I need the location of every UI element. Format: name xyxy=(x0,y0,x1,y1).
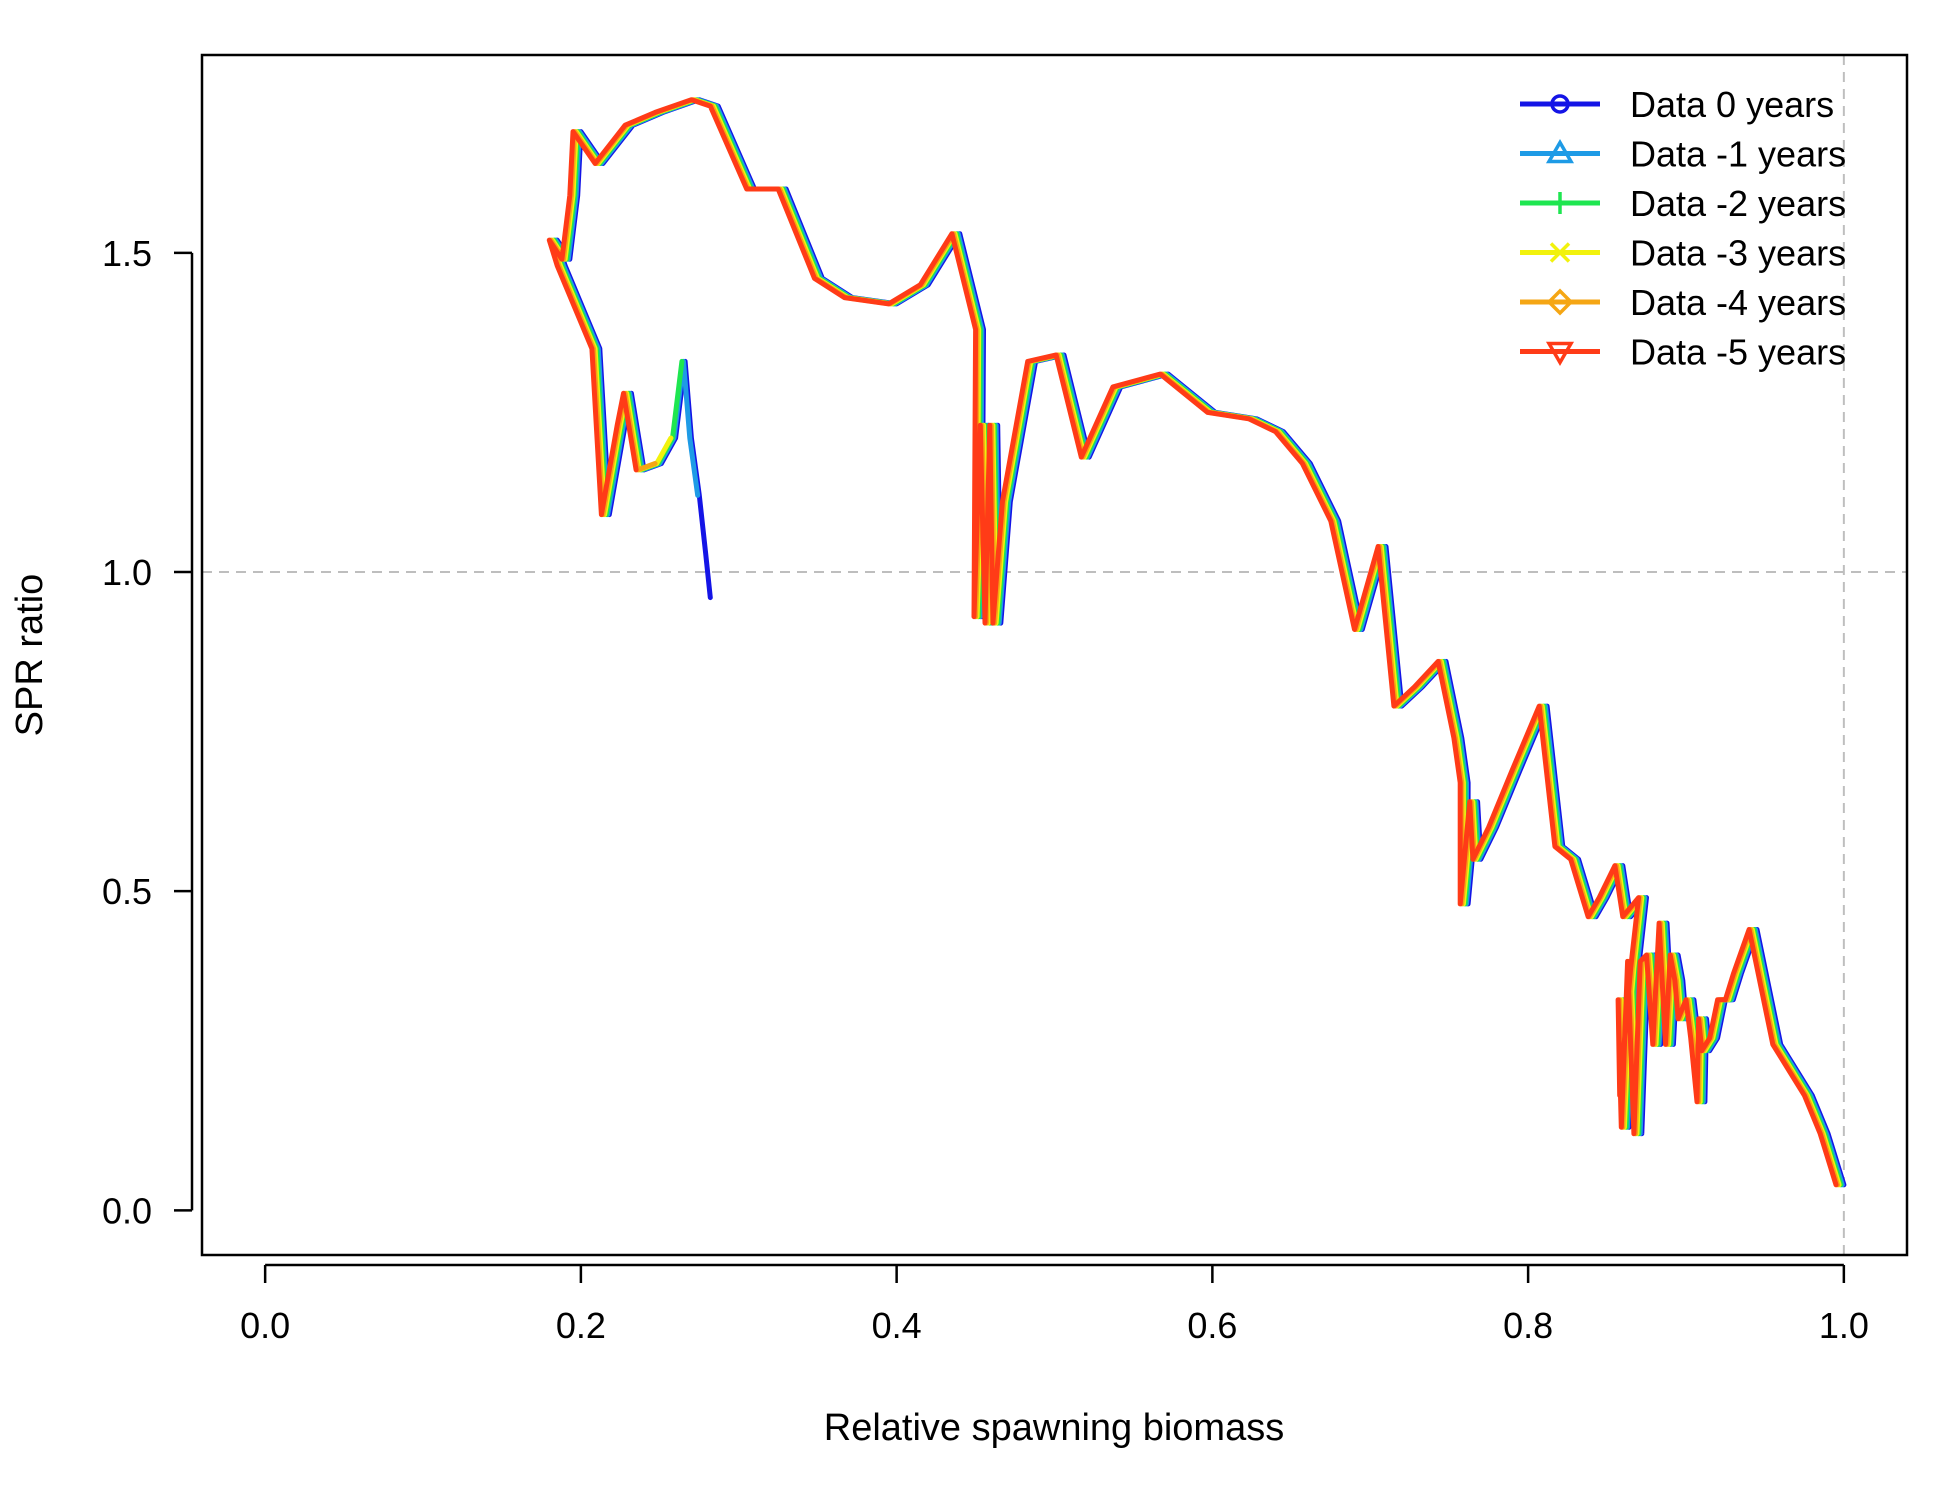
legend-entry: Data -3 years xyxy=(1520,233,1846,274)
legend-entry: Data 0 years xyxy=(1520,84,1834,125)
legend-label: Data -1 years xyxy=(1630,134,1846,175)
legend-label: Data -4 years xyxy=(1630,282,1846,323)
legend: Data 0 years Data -1 years Data -2 years Da… xyxy=(1520,84,1846,373)
y-tick-label: 0.5 xyxy=(102,871,152,912)
y-tick-label: 1.0 xyxy=(102,552,152,593)
x-tick-label: 0.6 xyxy=(1187,1305,1237,1346)
x-tick-label: 0.0 xyxy=(240,1305,290,1346)
x-tick-label: 0.4 xyxy=(872,1305,922,1346)
reference-lines xyxy=(202,55,1907,1255)
legend-entry: Data -4 years xyxy=(1520,282,1846,323)
legend-label: Data -2 years xyxy=(1630,183,1846,224)
legend-label: Data -5 years xyxy=(1630,332,1846,373)
legend-entry: Data -2 years xyxy=(1520,183,1846,224)
series-lines xyxy=(546,97,1847,1188)
x-tick-label: 1.0 xyxy=(1819,1305,1869,1346)
legend-label: Data -3 years xyxy=(1630,233,1846,274)
legend-marker-triangle-up xyxy=(1545,139,1575,164)
y-tick-label: 0.0 xyxy=(102,1190,152,1231)
legend-entry: Data -1 years xyxy=(1520,134,1846,175)
legend-marker-triangle-down xyxy=(1545,341,1575,366)
legend-marker-circle xyxy=(1550,94,1570,114)
plot-frame xyxy=(200,53,1909,1257)
y-tick-label: 1.5 xyxy=(102,233,152,274)
x-axis: 0.0 0.2 0.4 0.6 0.8 1.0 xyxy=(240,1263,1869,1346)
y-axis-label: SPR ratio xyxy=(9,574,51,737)
y-axis: 0.0 0.5 1.0 1.5 xyxy=(102,233,194,1231)
x-tick-label: 0.2 xyxy=(556,1305,606,1346)
series-line-5 xyxy=(546,97,1839,1188)
x-axis-label: Relative spawning biomass xyxy=(824,1407,1284,1449)
x-tick-label: 0.8 xyxy=(1503,1305,1553,1346)
legend-marker-diamond xyxy=(1546,288,1574,316)
legend-marker-plus xyxy=(1549,192,1571,214)
legend-label: Data 0 years xyxy=(1630,84,1834,125)
legend-entry: Data -5 years xyxy=(1520,332,1846,373)
legend-marker-cross xyxy=(1549,242,1571,263)
